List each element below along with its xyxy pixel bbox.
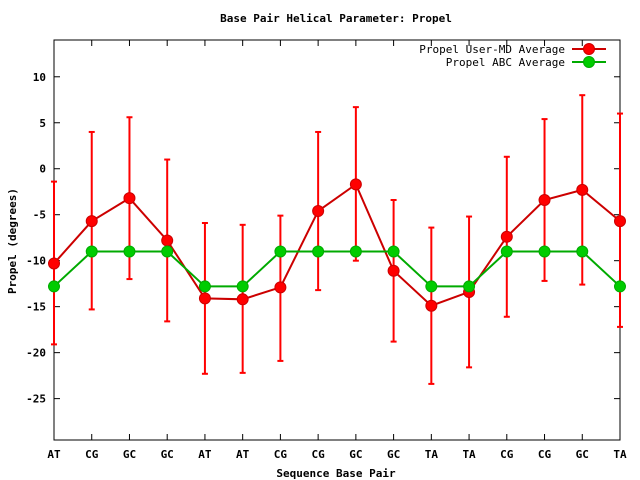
series-2-point (425, 280, 438, 293)
x-tick-label: CG (85, 448, 99, 461)
series-2-point (312, 245, 325, 258)
series-1-legend-marker (583, 43, 595, 55)
x-tick-label: GC (576, 448, 589, 461)
plot-frame (53, 39, 621, 441)
series-2-point (576, 245, 589, 258)
series-2-point (85, 245, 98, 258)
y-tick-label: -5 (33, 209, 46, 222)
y-tick-label: 10 (33, 71, 46, 84)
series-2-point (161, 245, 174, 258)
series-2-point (614, 280, 626, 293)
x-tick-label: CG (500, 448, 514, 461)
series-2-point (274, 245, 287, 258)
series-2-point (236, 280, 249, 293)
series-1-point (312, 205, 325, 218)
y-tick-label: -20 (26, 347, 46, 360)
x-tick-label: AT (236, 448, 250, 461)
series-2-legend-marker (583, 56, 595, 68)
series-1-line (53, 182, 621, 307)
y-axis-label: Propel (degrees) (6, 188, 19, 294)
x-tick-label: GC (349, 448, 362, 461)
series-1-point (198, 292, 211, 305)
series-2-point (48, 280, 60, 293)
series-2-point (123, 245, 136, 258)
series-2-line (53, 250, 621, 288)
series-2-point (349, 245, 362, 258)
x-tick-label: CG (312, 448, 326, 461)
series-2-point (500, 245, 513, 258)
x-tick-label: TA (425, 448, 439, 461)
x-axis-label: Sequence Base Pair (276, 467, 396, 480)
x-tick-label: CG (538, 448, 552, 461)
series-1-point (538, 194, 551, 206)
series-1-point (123, 192, 136, 205)
plot-area: 10 5 0 -5 -10 -15 -20 -25 AT CG GC GC AT AT CG CG GC GC TA… (26, 39, 627, 461)
series-1-point (349, 178, 362, 191)
series-2-legend-label: Propel ABC Average (446, 56, 565, 69)
series-1-point (236, 293, 249, 306)
x-tick-label: TA (462, 448, 476, 461)
series-2-point (387, 245, 400, 258)
x-tick-label: TA (613, 448, 627, 461)
series-1-point (48, 257, 60, 270)
series-2-point (463, 280, 476, 293)
y-tick-label: -10 (26, 255, 46, 268)
series-1-point (161, 234, 174, 247)
y-tick-label: 0 (39, 163, 46, 176)
series-1-point (576, 183, 589, 196)
y-tick-label: 5 (39, 117, 46, 130)
series-1-point (387, 264, 400, 277)
series-1-point (614, 215, 626, 228)
series-1-point (425, 299, 438, 312)
x-tick-label: AT (47, 448, 61, 461)
series-2-point (538, 245, 551, 258)
series-2-point (198, 280, 211, 293)
x-tick-label: GC (387, 448, 400, 461)
x-tick-label: GC (123, 448, 136, 461)
series-1-point (85, 215, 98, 228)
chart-title: Base Pair Helical Parameter: Propel (220, 12, 452, 25)
series-1-legend-label: Propel User-MD Average (419, 43, 565, 56)
y-tick-label: -15 (26, 301, 46, 314)
x-tick-label: CG (274, 448, 288, 461)
series-1-point (500, 230, 513, 243)
y-tick-label: -25 (26, 393, 46, 406)
x-tick-label: AT (198, 448, 212, 461)
series-1-point (274, 281, 287, 294)
x-tick-label: GC (161, 448, 174, 461)
